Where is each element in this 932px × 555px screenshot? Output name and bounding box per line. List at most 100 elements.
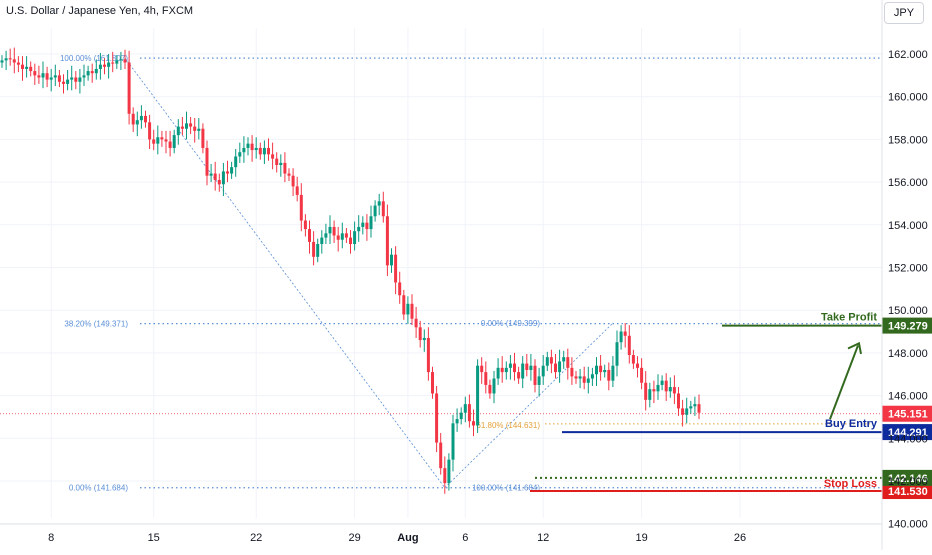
candle-body <box>689 406 693 409</box>
candle-body <box>332 226 336 236</box>
candle-body <box>262 147 266 155</box>
candle-body <box>459 412 463 420</box>
candle-body <box>361 222 365 227</box>
candle-body <box>381 201 385 217</box>
candle-body <box>636 363 639 368</box>
symbol-title: U.S. Dollar / Japanese Yen, 4h, FXCM <box>6 5 194 17</box>
candle-body <box>107 62 111 67</box>
y-tick-label: 160.000 <box>888 92 928 104</box>
candle-body <box>656 384 660 392</box>
candle-body <box>29 66 33 72</box>
candle-body <box>467 404 471 422</box>
candle-body <box>41 73 45 78</box>
candle-body <box>12 59 16 63</box>
candle-body <box>373 205 377 217</box>
candle-body <box>353 231 357 245</box>
candle-body <box>574 376 578 379</box>
candle-body <box>49 77 53 80</box>
candle-body <box>234 156 238 168</box>
candle-body <box>316 244 320 257</box>
candle-body <box>74 77 78 82</box>
candle-body <box>25 66 29 69</box>
candle-body <box>115 60 119 64</box>
fib-level-label: 61.80% (144.631) <box>476 421 540 430</box>
candle-body <box>357 226 361 232</box>
candle-body <box>279 162 283 166</box>
candle-body <box>250 143 254 151</box>
candle-body <box>135 120 139 125</box>
candle-body <box>455 419 459 424</box>
candle-body <box>340 233 344 240</box>
candle-body <box>221 171 225 185</box>
candle-body <box>324 233 328 238</box>
x-tick-label: 12 <box>537 532 549 544</box>
candle-body <box>492 378 496 394</box>
candle-body <box>685 408 689 415</box>
candle-body <box>463 404 467 413</box>
candle-body <box>0 60 4 63</box>
candle-body <box>390 254 393 266</box>
x-tick-label: 22 <box>250 532 262 544</box>
candle-body <box>541 365 545 377</box>
candle-body <box>160 137 164 140</box>
candle-body <box>201 128 205 148</box>
candle-body <box>377 201 381 206</box>
candle-body <box>529 365 533 370</box>
candle-body <box>336 235 340 240</box>
candle-body <box>500 367 504 373</box>
candle-body <box>406 303 410 315</box>
green-dotted-price-box <box>882 469 932 486</box>
candle-body <box>504 367 508 373</box>
currency-button[interactable]: JPY <box>884 2 924 24</box>
fib-level-label: 0.00% (141.684) <box>69 484 128 493</box>
x-tick-label: 19 <box>635 532 647 544</box>
candle-body <box>619 331 623 343</box>
fib-level-label: 0.00% (149.399) <box>481 319 540 328</box>
candle-body <box>328 226 332 234</box>
candle-body <box>57 75 61 82</box>
y-tick-label: 156.000 <box>888 177 928 189</box>
candle-body <box>398 282 402 296</box>
candle-body <box>484 372 488 385</box>
candle-body <box>566 357 570 368</box>
candle-body <box>472 421 475 426</box>
candle-body <box>320 237 324 245</box>
candle-body <box>98 64 102 69</box>
candle-body <box>533 365 537 385</box>
candle-body <box>603 369 607 373</box>
candle-body <box>672 387 676 394</box>
candle-body <box>418 327 422 341</box>
candle-body <box>558 361 562 373</box>
last-price-label: 145.151 <box>888 409 928 421</box>
candle-body <box>668 387 672 392</box>
candle-body <box>82 75 86 78</box>
candle-body <box>451 423 455 460</box>
candle-body <box>615 342 619 366</box>
candle-body <box>16 62 20 65</box>
candle-body <box>369 216 373 230</box>
candle-body <box>447 459 451 484</box>
y-tick-label: 144.000 <box>888 433 928 445</box>
candle-body <box>53 75 57 78</box>
candle-body <box>414 318 418 328</box>
candle-body <box>271 154 275 159</box>
trade-levels: 149.279 Take Profit 144.291 Buy Entry 141.53… <box>530 312 932 500</box>
candle-body <box>578 376 582 379</box>
candle-body <box>496 367 500 379</box>
x-tick-label: Aug <box>397 532 418 544</box>
candle-body <box>94 68 98 74</box>
candle-body <box>139 115 143 121</box>
y-tick-label: 142.000 <box>888 476 928 488</box>
candle-body <box>185 123 188 129</box>
candle-body <box>623 331 627 336</box>
candle-body <box>586 378 590 383</box>
x-tick-label: 6 <box>462 532 468 544</box>
candle-body <box>303 220 307 230</box>
y-tick-label: 148.000 <box>888 348 928 360</box>
candle-body <box>410 303 414 319</box>
candle-body <box>648 389 652 400</box>
candle-body <box>217 179 221 185</box>
